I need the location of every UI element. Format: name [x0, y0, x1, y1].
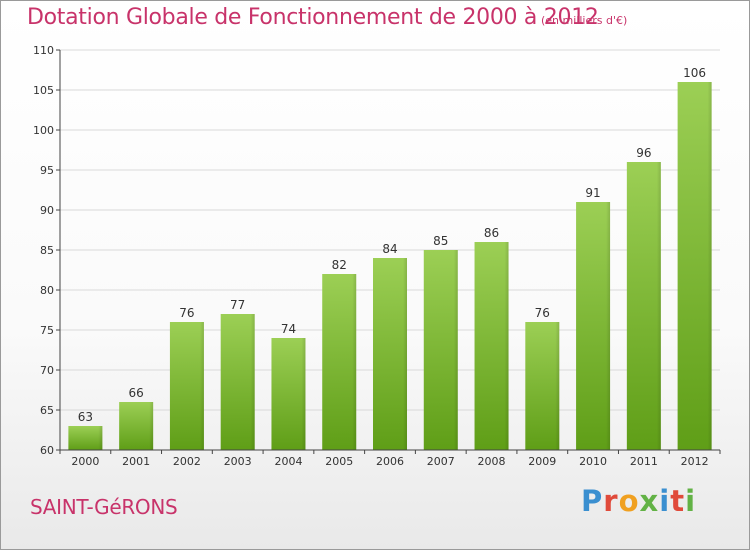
bar-shade [707, 82, 712, 450]
bar-2008 [474, 242, 509, 450]
value-label: 82 [332, 258, 347, 272]
chart-title: Dotation Globale de Fonctionnement de 20… [27, 5, 599, 30]
y-tick-label: 100 [33, 124, 54, 137]
bar-shade [555, 322, 560, 450]
bar-shade [301, 338, 306, 450]
x-tick-label: 2004 [274, 455, 302, 468]
bar-2002 [169, 322, 204, 450]
bar-shade [149, 402, 154, 450]
y-tick-label: 75 [40, 324, 54, 337]
bar-2012 [677, 82, 712, 450]
y-tick-label: 85 [40, 244, 54, 257]
bar-2011 [626, 162, 661, 450]
logo-letter: i [685, 484, 697, 518]
proxiti-logo[interactable]: Proxiti [581, 484, 696, 518]
value-label: 86 [484, 226, 499, 240]
logo-letter: r [603, 484, 619, 518]
y-tick-label: 65 [40, 404, 54, 417]
bar-2004 [271, 338, 306, 450]
x-tick-label: 2000 [71, 455, 99, 468]
bar-shade [606, 202, 611, 450]
x-tick-label: 2003 [224, 455, 252, 468]
value-label: 76 [179, 306, 194, 320]
bar-shade [250, 314, 255, 450]
logo-letter: t [670, 484, 686, 518]
bar-2009 [525, 322, 560, 450]
bar-shade [656, 162, 661, 450]
y-tick-label: 60 [40, 444, 54, 457]
bar-shade [352, 274, 357, 450]
x-tick-label: 2005 [325, 455, 353, 468]
value-label: 106 [683, 66, 706, 80]
value-label: 84 [382, 242, 397, 256]
bar-shade [504, 242, 509, 450]
value-label: 63 [78, 410, 93, 424]
y-tick-label: 80 [40, 284, 54, 297]
bar-2000 [68, 426, 103, 450]
bar-shade [403, 258, 407, 450]
x-tick-label: 2012 [681, 455, 709, 468]
bar-shade [199, 322, 204, 450]
x-tick-label: 2008 [478, 455, 506, 468]
bar-2005 [322, 274, 357, 450]
logo-letter: o [618, 484, 640, 518]
unit-note: (en milliers d'€) [541, 14, 628, 27]
x-tick-label: 2007 [427, 455, 455, 468]
logo-letter: x [639, 484, 660, 518]
commune-name: SAINT-GéRONS [30, 495, 178, 519]
bar-2007 [423, 250, 458, 450]
logo-letter: i [659, 484, 671, 518]
y-tick-label: 90 [40, 204, 54, 217]
value-label: 66 [129, 386, 144, 400]
bar-shade [453, 250, 458, 450]
y-tick-label: 95 [40, 164, 54, 177]
x-tick-label: 2010 [579, 455, 607, 468]
value-label: 76 [535, 306, 550, 320]
x-tick-label: 2011 [630, 455, 658, 468]
y-tick-label: 110 [33, 44, 54, 57]
x-tick-label: 2009 [528, 455, 556, 468]
bar-2001 [119, 402, 154, 450]
value-label: 74 [281, 322, 296, 336]
x-tick-label: 2001 [122, 455, 150, 468]
value-label: 77 [230, 298, 245, 312]
bar-2010 [576, 202, 611, 450]
value-label: 85 [433, 234, 448, 248]
bar-2003 [220, 314, 255, 450]
y-tick-label: 105 [33, 84, 54, 97]
y-tick-label: 70 [40, 364, 54, 377]
value-label: 91 [585, 186, 600, 200]
value-label: 96 [636, 146, 651, 160]
logo-letter: P [581, 484, 604, 518]
bar-shade [98, 426, 103, 450]
x-tick-label: 2006 [376, 455, 404, 468]
bar-2006 [373, 258, 407, 450]
x-tick-label: 2002 [173, 455, 201, 468]
